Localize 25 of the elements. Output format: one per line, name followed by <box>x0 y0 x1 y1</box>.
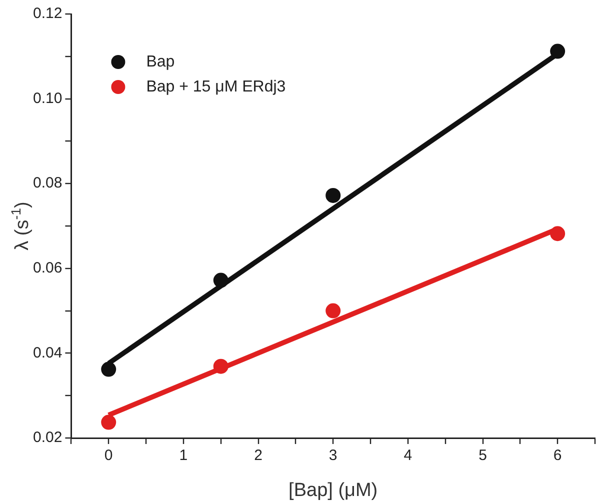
legend-label: Bap + 15 μM ERdj3 <box>146 78 286 96</box>
y-tick-label: 0.02 <box>32 429 62 446</box>
x-tick-label: 2 <box>254 447 262 464</box>
y-tick-label: 0.12 <box>32 5 62 22</box>
point <box>101 362 116 377</box>
point <box>550 226 566 242</box>
x-tick-label: 0 <box>104 447 113 464</box>
point <box>550 44 566 59</box>
y-tick-label: 0.10 <box>32 90 62 107</box>
x-tick-label: 4 <box>404 447 412 464</box>
x-tick-label: 3 <box>328 447 338 464</box>
point <box>326 303 341 318</box>
y-tick-label: 0.04 <box>32 344 62 362</box>
point <box>213 272 228 288</box>
x-tick-label: 1 <box>179 447 188 464</box>
x-tick-label: 6 <box>553 447 562 464</box>
point <box>101 414 116 430</box>
point <box>326 188 341 203</box>
point <box>213 358 228 374</box>
y-tick-label: 0.08 <box>32 174 62 192</box>
y-axis-title: λ (s-1) <box>8 202 33 250</box>
legend-label: Bap <box>146 53 175 70</box>
y-tick-label: 0.06 <box>32 260 62 277</box>
x-tick-label: 5 <box>478 447 487 464</box>
x-axis-title: [Bap] (μM) <box>288 480 378 501</box>
